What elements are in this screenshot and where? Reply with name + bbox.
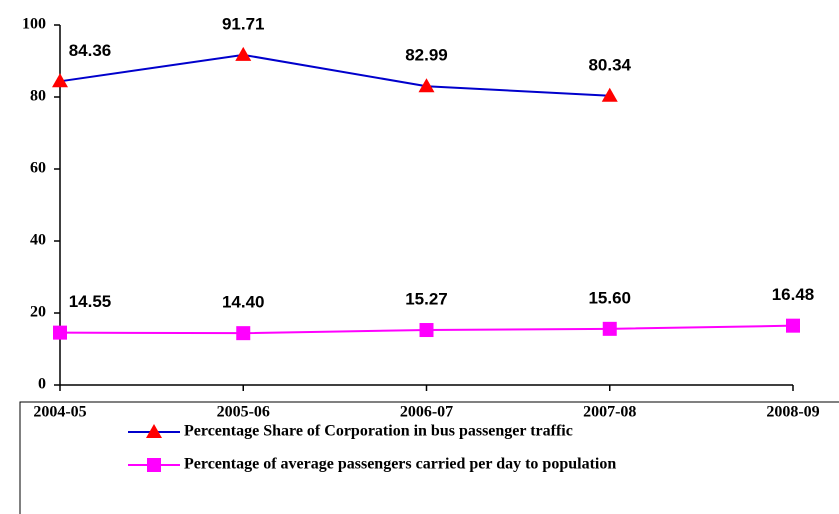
- x-tick-label: 2008-09: [766, 404, 819, 421]
- x-tick-label: 2005-06: [217, 404, 270, 421]
- data-label: 84.36: [69, 41, 112, 60]
- data-point: [52, 73, 68, 88]
- y-tick-label: 40: [30, 232, 46, 249]
- legend-label: Percentage Share of Corporation in bus p…: [184, 423, 573, 440]
- data-point: [53, 325, 67, 340]
- y-tick-label: 80: [30, 88, 46, 105]
- data-point: [786, 318, 800, 333]
- data-label: 14.40: [222, 293, 265, 312]
- data-point: [418, 78, 435, 93]
- legend-marker: [146, 424, 162, 438]
- data-label: 16.48: [772, 285, 815, 304]
- y-tick-label: 60: [30, 160, 46, 177]
- data-point: [602, 321, 617, 336]
- y-tick-label: 100: [22, 16, 46, 33]
- legend-box: [19, 401, 839, 514]
- data-label: 91.71: [222, 14, 265, 33]
- x-tick-label: 2007-08: [583, 404, 636, 421]
- data-label: 15.27: [405, 290, 448, 309]
- data-label: 15.60: [588, 288, 631, 307]
- data-point: [419, 323, 434, 338]
- data-label: 82.99: [405, 46, 448, 65]
- legend-label: Percentage of average passengers carried…: [184, 456, 616, 473]
- data-point: [601, 87, 618, 102]
- legend-marker: [147, 458, 161, 472]
- y-tick-label: 20: [30, 304, 46, 321]
- data-point: [236, 326, 251, 341]
- x-tick-label: 2006-07: [400, 404, 453, 421]
- x-tick-label: 2004-05: [33, 404, 86, 421]
- data-label: 80.34: [588, 55, 631, 74]
- series-line: [59, 53, 610, 97]
- y-tick-label: 0: [38, 376, 46, 393]
- data-label: 14.55: [69, 292, 112, 311]
- data-point: [235, 46, 252, 61]
